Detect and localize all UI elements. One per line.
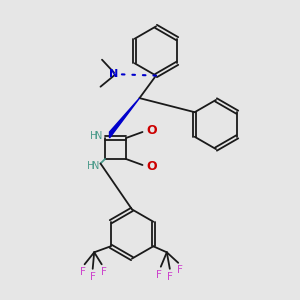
Text: N: N	[92, 161, 99, 171]
Text: O: O	[146, 124, 157, 137]
Text: F: F	[80, 267, 85, 277]
Text: N: N	[110, 69, 118, 79]
Text: F: F	[167, 272, 173, 282]
Text: H: H	[86, 161, 94, 171]
Text: F: F	[177, 265, 183, 275]
Text: F: F	[156, 270, 162, 280]
Text: F: F	[101, 267, 107, 277]
Text: O: O	[146, 160, 157, 173]
Text: F: F	[90, 272, 96, 282]
Text: H: H	[90, 130, 98, 141]
Polygon shape	[110, 98, 140, 138]
Text: N: N	[95, 130, 103, 141]
